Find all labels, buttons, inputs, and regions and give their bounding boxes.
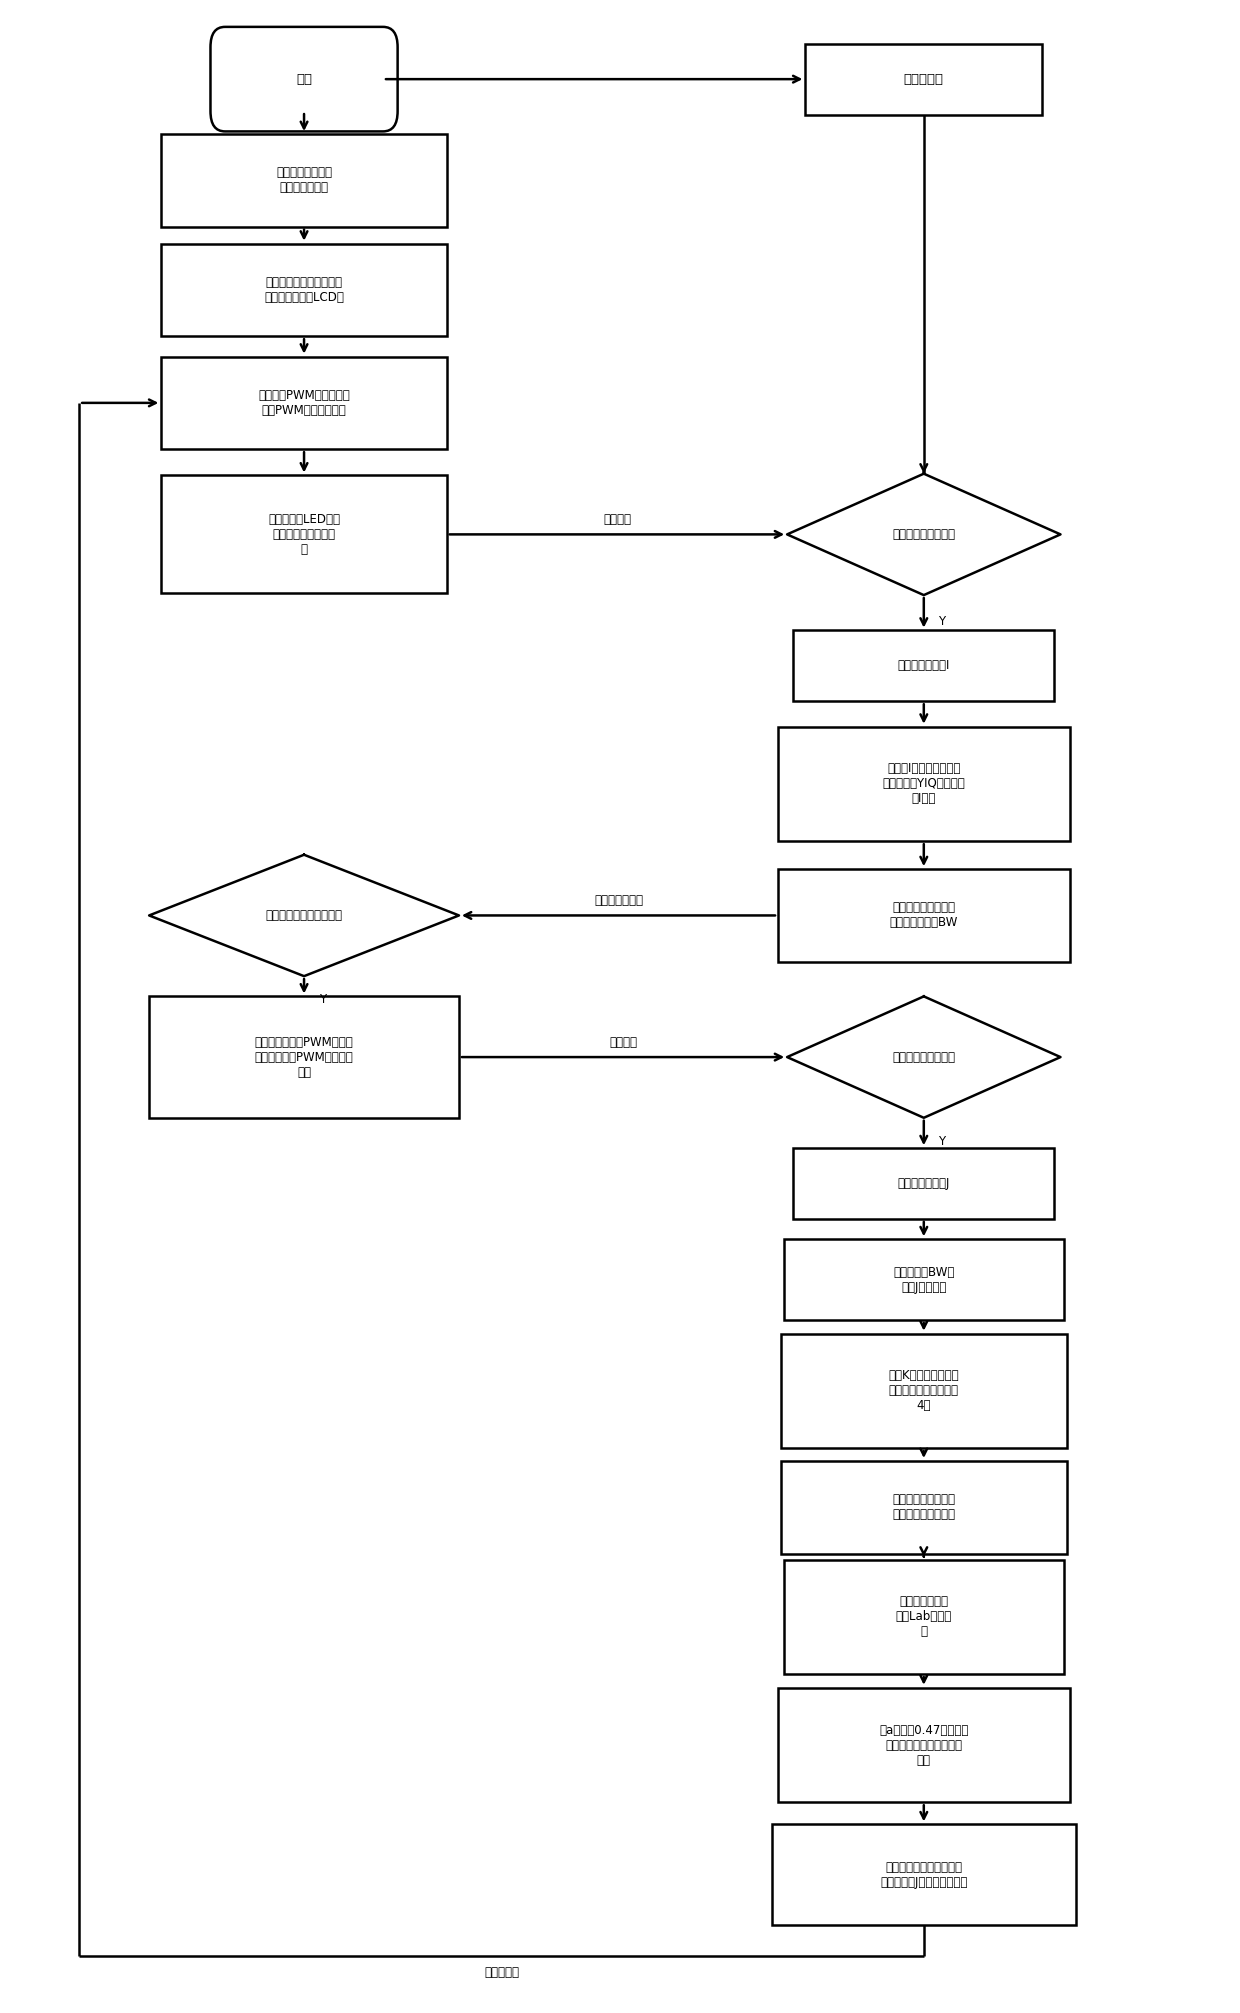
Text: 利用K均值聚类对去除
背景的紫光下图片分为
4类: 利用K均值聚类对去除 背景的紫光下图片分为 4类 (889, 1369, 959, 1413)
Text: 传感器捕获目标位置的光
照强度并显示在LCD上: 传感器捕获目标位置的光 照强度并显示在LCD上 (264, 276, 343, 304)
FancyBboxPatch shape (149, 996, 459, 1117)
FancyBboxPatch shape (771, 1824, 1075, 1924)
FancyBboxPatch shape (805, 44, 1043, 115)
Text: 拍照信号: 拍照信号 (603, 513, 631, 525)
Text: 是否接受到换紫外灯信号: 是否接受到换紫外灯信号 (265, 910, 342, 922)
Text: 单片机根据LED驱动
电路自动调节白灯亮
度: 单片机根据LED驱动 电路自动调节白灯亮 度 (268, 513, 340, 556)
Text: Y: Y (939, 616, 946, 628)
FancyBboxPatch shape (161, 244, 446, 336)
Text: 对图像I进行颜色空间转
换，转换为YIQ模型，提
取I分量: 对图像I进行颜色空间转 换，转换为YIQ模型，提 取I分量 (883, 763, 965, 805)
FancyBboxPatch shape (777, 1687, 1070, 1802)
FancyBboxPatch shape (781, 1461, 1066, 1554)
Text: 打开视觉系统，蓝
牙模块自动匹配: 打开视觉系统，蓝 牙模块自动匹配 (277, 167, 332, 195)
FancyBboxPatch shape (794, 630, 1054, 701)
Text: 换白灯信号: 换白灯信号 (484, 1967, 520, 1979)
FancyBboxPatch shape (161, 135, 446, 227)
Polygon shape (149, 856, 459, 976)
Text: 对a通道以0.47为阈值进
行二值化处理，获取缺陷
部分: 对a通道以0.47为阈值进 行二值化处理，获取缺陷 部分 (879, 1723, 968, 1767)
Text: Y: Y (319, 992, 326, 1006)
FancyBboxPatch shape (161, 356, 446, 449)
Text: 设置紫灯PWM为零，输出
白灯PWM波形，开白灯: 设置紫灯PWM为零，输出 白灯PWM波形，开白灯 (258, 389, 350, 417)
Text: 根据缺陷识别结果，用矩
形框出图像J中柑橘缺陷部分: 根据缺陷识别结果，用矩 形框出图像J中柑橘缺陷部分 (880, 1860, 967, 1888)
Polygon shape (787, 473, 1060, 596)
FancyBboxPatch shape (784, 1240, 1064, 1321)
FancyBboxPatch shape (794, 1147, 1054, 1220)
Text: 单片机设置白光PWM波形为
零，输出紫灯PWM波形，开
紫灯: 单片机设置白光PWM波形为 零，输出紫灯PWM波形，开 紫灯 (254, 1035, 353, 1079)
Text: 开始: 开始 (296, 72, 312, 87)
FancyBboxPatch shape (781, 1333, 1066, 1447)
Text: 自动阈值分割图像背
景，获得二值图BW: 自动阈值分割图像背 景，获得二值图BW (889, 902, 959, 930)
Text: 拍照信号: 拍照信号 (609, 1035, 637, 1049)
Text: 将聚类中心坐标差值
最大的标记为第一类: 将聚类中心坐标差值 最大的标记为第一类 (893, 1494, 955, 1522)
FancyBboxPatch shape (784, 1560, 1064, 1675)
Text: 捕获紫光下图像J: 捕获紫光下图像J (898, 1178, 950, 1190)
FancyBboxPatch shape (777, 727, 1070, 841)
Text: 是否接受到拍照信号: 是否接受到拍照信号 (893, 1051, 955, 1063)
Text: 转换为紫灯信号: 转换为紫灯信号 (594, 894, 644, 908)
Text: 捕获白光下图像I: 捕获白光下图像I (898, 660, 950, 672)
Text: 将第一类图像转
换为Lab颜色空
间: 将第一类图像转 换为Lab颜色空 间 (895, 1596, 952, 1639)
Text: 利用二值图BW为
图像J去除背景: 利用二值图BW为 图像J去除背景 (893, 1266, 955, 1294)
Text: 打开摄像头: 打开摄像头 (904, 72, 944, 87)
Text: Y: Y (939, 1135, 946, 1147)
FancyBboxPatch shape (161, 475, 446, 594)
Text: 是否接受到拍照信号: 是否接受到拍照信号 (893, 527, 955, 541)
Polygon shape (787, 996, 1060, 1117)
FancyBboxPatch shape (777, 870, 1070, 962)
FancyBboxPatch shape (211, 26, 398, 131)
